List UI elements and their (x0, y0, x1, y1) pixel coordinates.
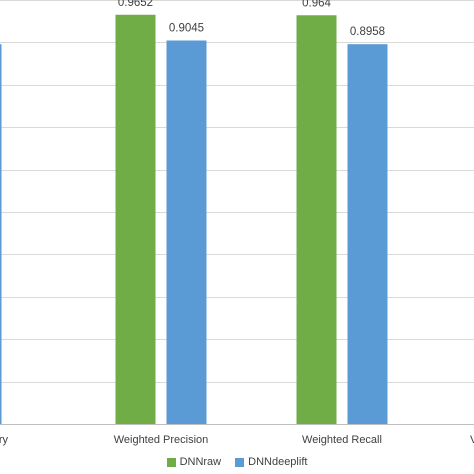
data-label: 0.9045 (169, 22, 204, 34)
bar-dnndeeplift-2 (347, 44, 388, 425)
bar-dnndeeplift-0 (0, 44, 2, 425)
legend-swatch-dnnraw (166, 457, 176, 467)
category-labels: ry Weighted Precision Weighted Recall V (0, 434, 474, 446)
bar-dnndeeplift-1 (166, 40, 207, 424)
legend-item-dnndeeplift: DNNdeeplift (235, 456, 307, 468)
legend-swatch-dnndeeplift (235, 457, 245, 467)
bars (0, 14, 388, 425)
legend-item-dnnraw: DNNraw (166, 456, 222, 468)
gridlines (0, 0, 474, 425)
legend-label-dnndeeplift: DNNdeeplift (248, 456, 308, 468)
data-label: 0.9652 (118, 0, 153, 9)
bar-dnnraw-1 (115, 14, 156, 425)
category-label: V (470, 434, 474, 446)
data-label: 0.8958 (350, 26, 385, 38)
category-label: Weighted Recall (302, 434, 382, 446)
legend-label-dnnraw: DNNraw (179, 456, 222, 468)
category-label: ry (0, 434, 8, 446)
legend: DNNraw DNNdeeplift (0, 452, 474, 472)
data-label: 0.964 (302, 0, 331, 9)
category-label: Weighted Precision (114, 434, 209, 446)
bar-dnnraw-2 (296, 15, 337, 424)
